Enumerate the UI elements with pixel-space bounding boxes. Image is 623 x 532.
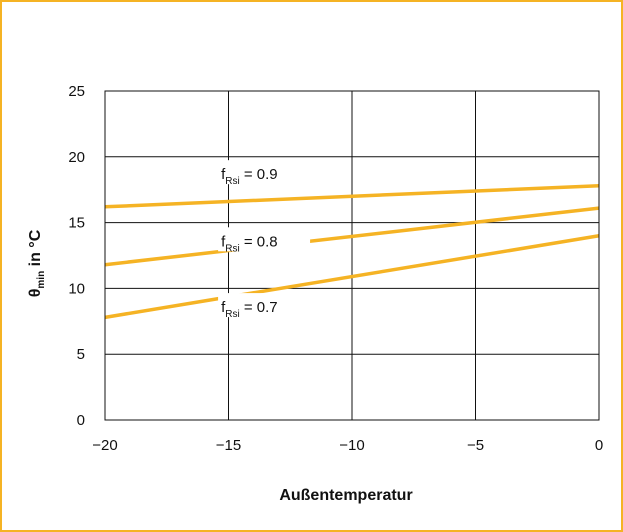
y-tick-label: 25 [68,83,85,100]
series-line [104,184,600,209]
y-tick-label: 0 [77,412,85,429]
series-label-value: = 0.8 [240,233,278,250]
series-label: fRsi = 0.7 [221,299,278,320]
series-label-background [218,227,311,252]
series-label-background [218,160,311,185]
series-label-symbol: f [221,299,226,316]
series-label-subscript: Rsi [225,243,239,254]
y-tick-label: 10 [68,280,85,297]
x-tick-label: −10 [339,437,364,454]
series-label-background [218,293,311,318]
y-axis-title-unit: in °C [27,229,44,271]
series-label-subscript: Rsi [225,309,239,320]
series-label-value: = 0.9 [240,166,278,183]
grid [105,91,599,420]
y-tick-label: 20 [68,149,85,166]
series-label-subscript: Rsi [225,176,239,187]
series-label-value: = 0.7 [240,299,278,316]
series-label-symbol: f [221,166,226,183]
series-label: fRsi = 0.9 [221,166,278,187]
plot-area [104,90,600,421]
series-line [104,234,600,320]
series-line [104,206,600,267]
x-tick-label: −20 [92,437,117,454]
x-axis-title: Außentemperatur [279,487,412,504]
y-axis-ticks: 0 5 10 15 20 25 [68,83,85,429]
x-axis-ticks: −20 −15 −10 −5 0 [92,437,603,454]
y-tick-label: 15 [68,215,85,232]
y-axis-title: θmin in °C [27,229,47,297]
y-axis-title-subscript: min [36,271,47,289]
series-label-symbol: f [221,233,226,250]
y-axis-title-symbol: θ [27,289,44,298]
x-tick-label: −5 [467,437,484,454]
series-label: fRsi = 0.8 [221,233,278,254]
x-tick-label: −15 [216,437,241,454]
series-lines [104,184,600,320]
x-tick-label: 0 [595,437,603,454]
y-tick-label: 5 [77,346,85,363]
